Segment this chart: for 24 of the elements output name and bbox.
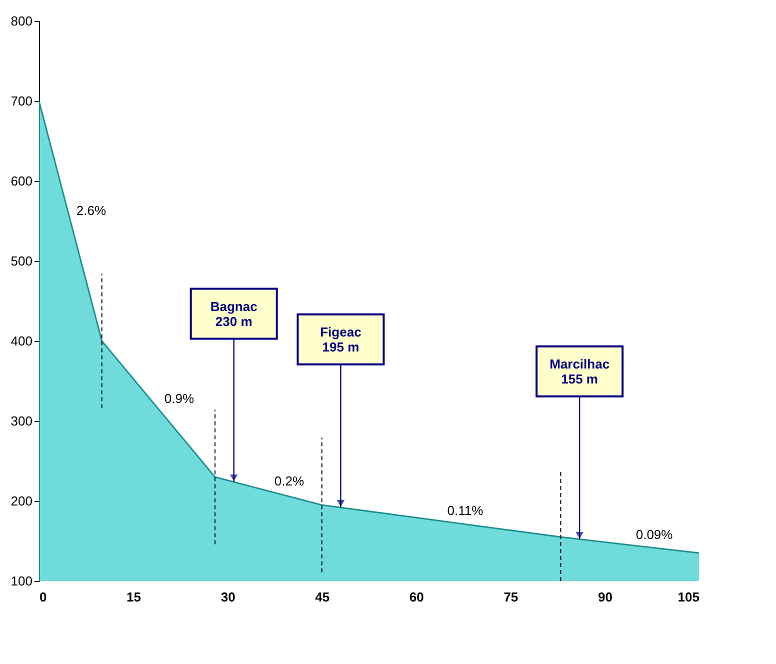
- y-tick-label: 800: [10, 14, 32, 28]
- annotation: 0.2%: [274, 473, 304, 488]
- y-tick-label: 400: [10, 334, 32, 348]
- y-tick-label: 100: [10, 574, 32, 588]
- y-tick-label: 600: [10, 174, 32, 188]
- y-tick-label: 500: [10, 254, 32, 268]
- x-tick-label: 30: [220, 590, 236, 604]
- annotation: 2.6%: [76, 203, 106, 218]
- x-tick-label: 90: [598, 590, 612, 604]
- y-tick-label: 300: [10, 414, 32, 428]
- annotation: 0.09%: [636, 527, 674, 542]
- annotation: Figeac 195 m: [320, 324, 362, 354]
- annotation: 0.11%: [447, 503, 484, 518]
- x-tick-label: 60: [409, 590, 424, 604]
- annotation: Marcilhac 155 m: [550, 356, 610, 386]
- y-tick-label: 200: [10, 494, 32, 508]
- x-tick-label: 75: [504, 590, 518, 604]
- annotation: Bagnac 230 m: [210, 298, 258, 329]
- x-tick-label: 0: [40, 590, 47, 604]
- x-tick-label: 15: [126, 590, 142, 604]
- annotation: 0.9%: [164, 391, 194, 406]
- x-tick-label: 45: [315, 590, 330, 604]
- y-tick-label: 700: [10, 94, 32, 108]
- x-tick-label: 105: [678, 590, 700, 604]
